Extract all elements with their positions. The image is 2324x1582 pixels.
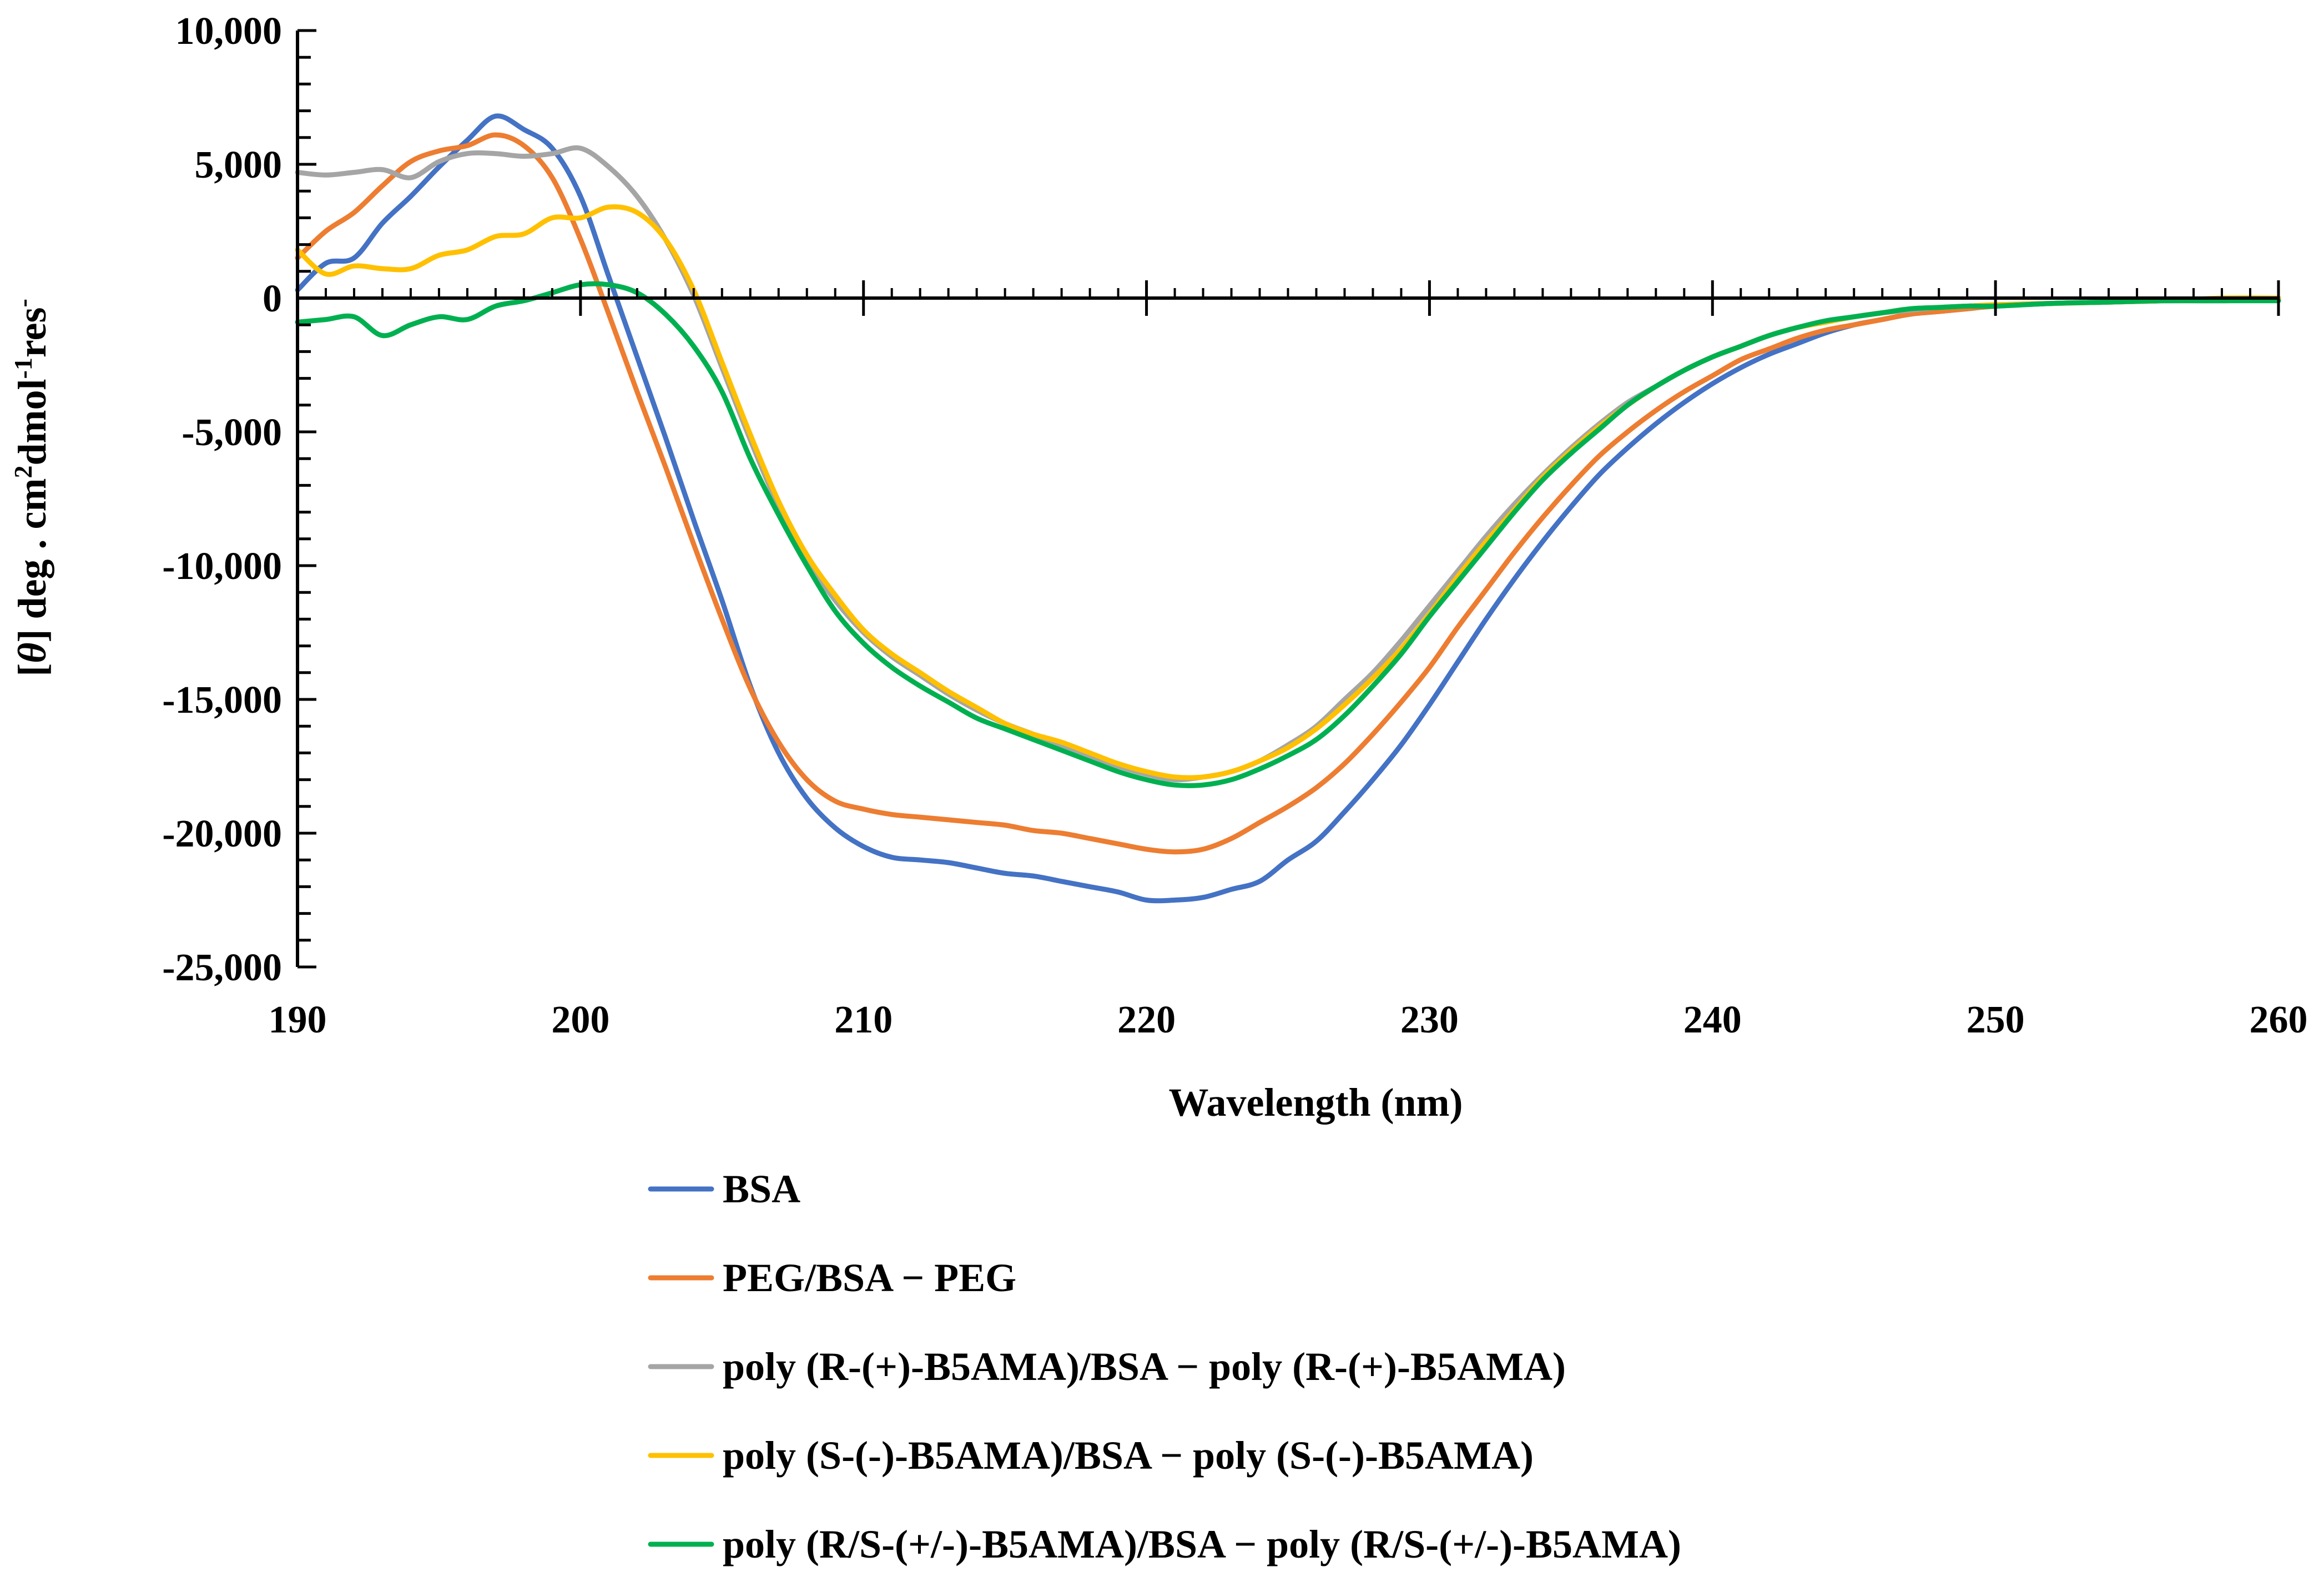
y-tick-label: -5,000 — [182, 411, 282, 454]
series-line-3 — [295, 145, 2281, 783]
series-line-5 — [295, 281, 2281, 788]
y-tick-label: -10,000 — [162, 545, 282, 588]
legend-label-2: PEG/BSA − PEG — [723, 1256, 1016, 1300]
legend: BSA PEG/BSA − PEG poly (R-(+)-B5AMA)/BSA −… — [648, 1167, 1681, 1566]
x-tick-label: 230 — [1400, 999, 1459, 1041]
axes: 10,000 5,000 0 -5,000 -10,000 -15,000 -20,000 -… — [9, 10, 2308, 1125]
y-axis-title: [θ] deg . cm2dmol-1res- — [9, 299, 55, 677]
series-line-2 — [295, 132, 2281, 855]
y-axis-title-part: ] deg . cm — [10, 478, 54, 643]
x-tick-label: 250 — [1967, 999, 2025, 1041]
y-tick-label: 10,000 — [175, 10, 283, 53]
x-tick-label: 240 — [1683, 999, 1742, 1041]
legend-label-1: BSA — [723, 1167, 800, 1211]
y-axis-title-part: res — [10, 308, 54, 358]
y-tick-label: 5,000 — [195, 144, 283, 187]
plot-area — [295, 113, 2281, 904]
y-axis-title-part: dmol — [10, 379, 54, 465]
y-tick-label: 0 — [263, 278, 282, 320]
series-line-1 — [295, 113, 2281, 904]
y-axis-title-part: -1 — [9, 357, 37, 379]
x-tick-label: 200 — [551, 999, 609, 1041]
y-axis-title-part: - — [9, 299, 37, 307]
legend-label-3: poly (R-(+)-B5AMA)/BSA − poly (R-(+)-B5A… — [723, 1344, 1566, 1389]
y-tick-label: -25,000 — [162, 946, 282, 989]
legend-label-5: poly (R/S-(+/-)-B5AMA)/BSA − poly (R/S-(… — [723, 1522, 1681, 1566]
x-axis-title: Wavelength (nm) — [1169, 1080, 1463, 1125]
x-tick-label: 260 — [2250, 999, 2308, 1041]
y-tick-label: -15,000 — [162, 679, 282, 722]
y-axis-title-part: θ — [10, 642, 54, 663]
y-axis-title-part: 2 — [9, 466, 37, 478]
y-axis-title-part: [ — [10, 663, 54, 677]
legend-label-4: poly (S-(-)-B5AMA)/BSA − poly (S-(-)-B5A… — [723, 1433, 1534, 1478]
x-tick-label: 190 — [269, 999, 327, 1041]
y-tick-label: -20,000 — [162, 813, 282, 855]
x-tick-label: 220 — [1117, 999, 1176, 1041]
x-tick-label: 210 — [834, 999, 893, 1041]
